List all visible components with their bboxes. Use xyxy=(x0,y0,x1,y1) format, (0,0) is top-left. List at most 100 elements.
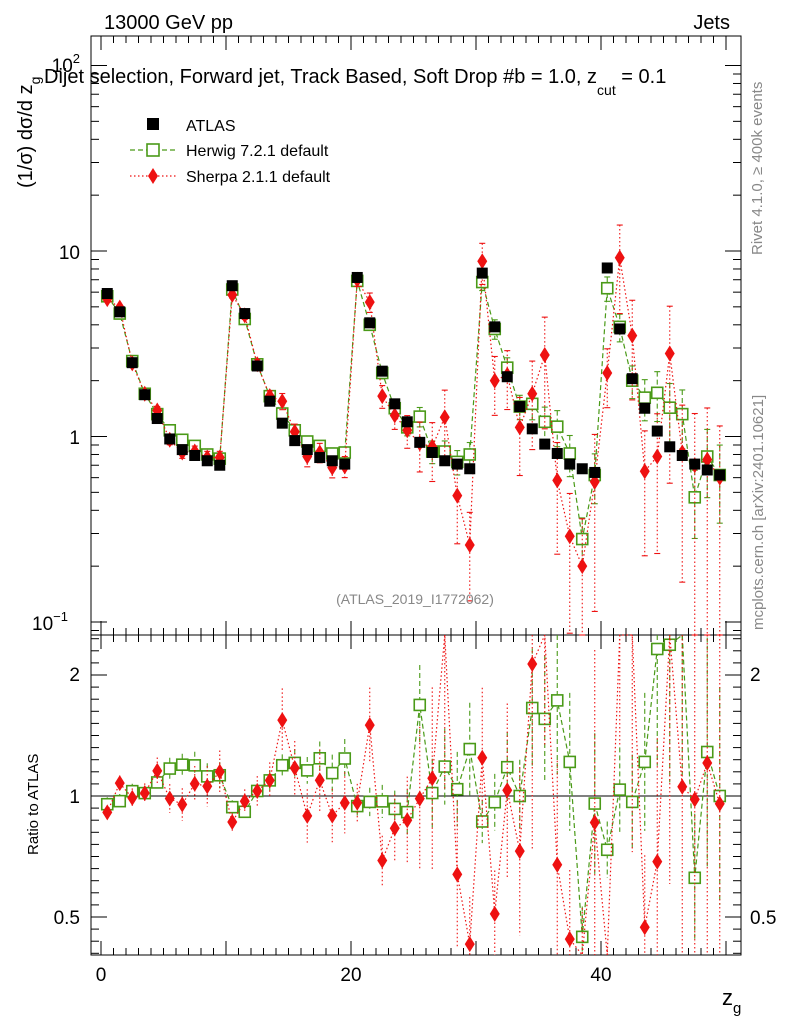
selection-title-main: Dijet selection, Forward jet, Track Base… xyxy=(44,66,525,88)
herwig-ratio-point xyxy=(338,752,352,765)
sherpa-series xyxy=(102,224,725,957)
axis-ticks xyxy=(91,36,741,955)
herwig-ratio-point xyxy=(300,764,314,777)
main-y-axis-label: (1/σ) dσ/d zg xyxy=(15,77,43,188)
sherpa-ratio-point xyxy=(589,814,600,831)
atlas-point xyxy=(101,288,113,300)
atlas-point xyxy=(576,463,588,475)
main-y-axis-label-sub: g xyxy=(27,77,43,85)
y-tick-label-1: 1 xyxy=(69,428,80,449)
sherpa-point xyxy=(614,249,625,266)
atlas-point xyxy=(114,306,126,318)
x-axis-label: zg xyxy=(722,985,741,1017)
atlas-point xyxy=(189,449,201,461)
atlas-point xyxy=(214,459,226,471)
sherpa-ratio-point xyxy=(152,762,163,779)
herwig-point xyxy=(463,448,477,461)
ratio-tick-label-0.5-right: 0.5 xyxy=(750,908,776,929)
legend-sherpa-marker xyxy=(148,168,158,184)
sherpa-point xyxy=(639,463,650,480)
sherpa-point xyxy=(539,347,550,364)
atlas-point xyxy=(489,321,501,333)
sherpa-point xyxy=(364,294,375,311)
herwig-ratio-point xyxy=(163,762,177,775)
sherpa-ratio-point xyxy=(677,778,688,795)
herwig-point xyxy=(688,491,702,504)
atlas-point xyxy=(689,458,701,470)
sherpa-ratio-point xyxy=(527,656,538,672)
atlas-point xyxy=(126,357,138,369)
atlas-point xyxy=(239,308,251,320)
selection-title-beta: = 1.0, z xyxy=(525,66,597,88)
sherpa-ratio-point xyxy=(564,931,575,948)
herwig-ratio-point xyxy=(475,815,489,828)
sherpa-point xyxy=(577,558,588,575)
sherpa-ratio-point xyxy=(702,755,713,771)
atlas-point xyxy=(264,395,276,407)
sherpa-ratio-point xyxy=(652,853,663,870)
atlas-point xyxy=(551,447,563,459)
selection-title: Dijet selection, Forward jet, Track Base… xyxy=(44,66,666,98)
process-label: Jets xyxy=(693,12,730,34)
collision-label: 13000 GeV pp xyxy=(104,12,233,34)
main-y-axis-label-text: (1/σ) dσ/d z xyxy=(15,84,37,188)
herwig-ratio-point xyxy=(463,742,477,756)
atlas-point xyxy=(289,435,301,447)
atlas-point xyxy=(339,458,351,470)
sherpa-ratio-point xyxy=(189,775,200,792)
x-tick-label-40: 40 xyxy=(590,965,611,986)
herwig-ratio-point xyxy=(438,760,452,773)
herwig-ratio-point xyxy=(638,755,652,769)
atlas-point xyxy=(526,423,538,435)
x-axis-label-text: z xyxy=(722,985,733,1010)
herwig-ratio-point xyxy=(500,760,514,774)
sherpa-point xyxy=(514,419,525,436)
y-tick-label-0.1: 10−1 xyxy=(32,609,68,635)
herwig-ratio-point xyxy=(425,786,439,800)
y-tick-label-100: 102 xyxy=(52,51,80,77)
herwig-ratio-point xyxy=(625,795,639,809)
legend: ATLAS Herwig 7.2.1 default Sherpa 2.1.1 … xyxy=(130,118,331,186)
herwig-point xyxy=(600,281,614,295)
herwig-ratio-point xyxy=(550,694,564,707)
sherpa-ratio-point xyxy=(377,852,388,869)
sherpa-point xyxy=(389,407,400,424)
sherpa-point xyxy=(627,327,638,344)
herwig-point xyxy=(550,420,564,433)
ratio-tick-label-2: 2 xyxy=(69,665,80,686)
atlas-point xyxy=(564,458,576,470)
sherpa-ratio-point xyxy=(364,717,375,734)
sherpa-ratio-point xyxy=(414,790,425,807)
sherpa-ratio-point xyxy=(327,807,338,824)
atlas-point xyxy=(426,446,438,458)
legend-herwig-marker xyxy=(146,143,160,157)
atlas-point xyxy=(401,416,413,428)
sherpa-point xyxy=(452,487,463,504)
y-tick-label-10: 10 xyxy=(59,243,80,264)
sherpa-ratio-point xyxy=(127,789,138,806)
herwig-ratio-point xyxy=(413,698,427,712)
sherpa-ratio-point xyxy=(402,812,413,829)
atlas-point xyxy=(701,464,713,476)
herwig-ratio-point xyxy=(688,871,702,885)
herwig-ratio-point xyxy=(113,794,127,808)
sherpa-ratio-point xyxy=(502,782,513,799)
sherpa-ratio-point xyxy=(289,759,300,776)
sherpa-point xyxy=(277,393,288,410)
sherpa-ratio-line xyxy=(106,634,721,957)
sherpa-point xyxy=(477,253,488,270)
atlas-point xyxy=(664,441,676,453)
sherpa-point xyxy=(652,448,663,465)
sherpa-ratio-point xyxy=(389,820,400,837)
atlas-point xyxy=(389,398,401,410)
sherpa-ratio-point xyxy=(689,791,700,808)
sherpa-point xyxy=(564,528,575,545)
herwig-ratio-point xyxy=(325,766,339,780)
selection-title-cut: cut xyxy=(597,82,616,98)
atlas-point xyxy=(539,438,551,450)
sherpa-point xyxy=(552,472,563,489)
ratio-plot-frame xyxy=(90,634,742,956)
sherpa-ratio-point xyxy=(552,856,563,873)
sherpa-ratio-point xyxy=(714,795,725,812)
